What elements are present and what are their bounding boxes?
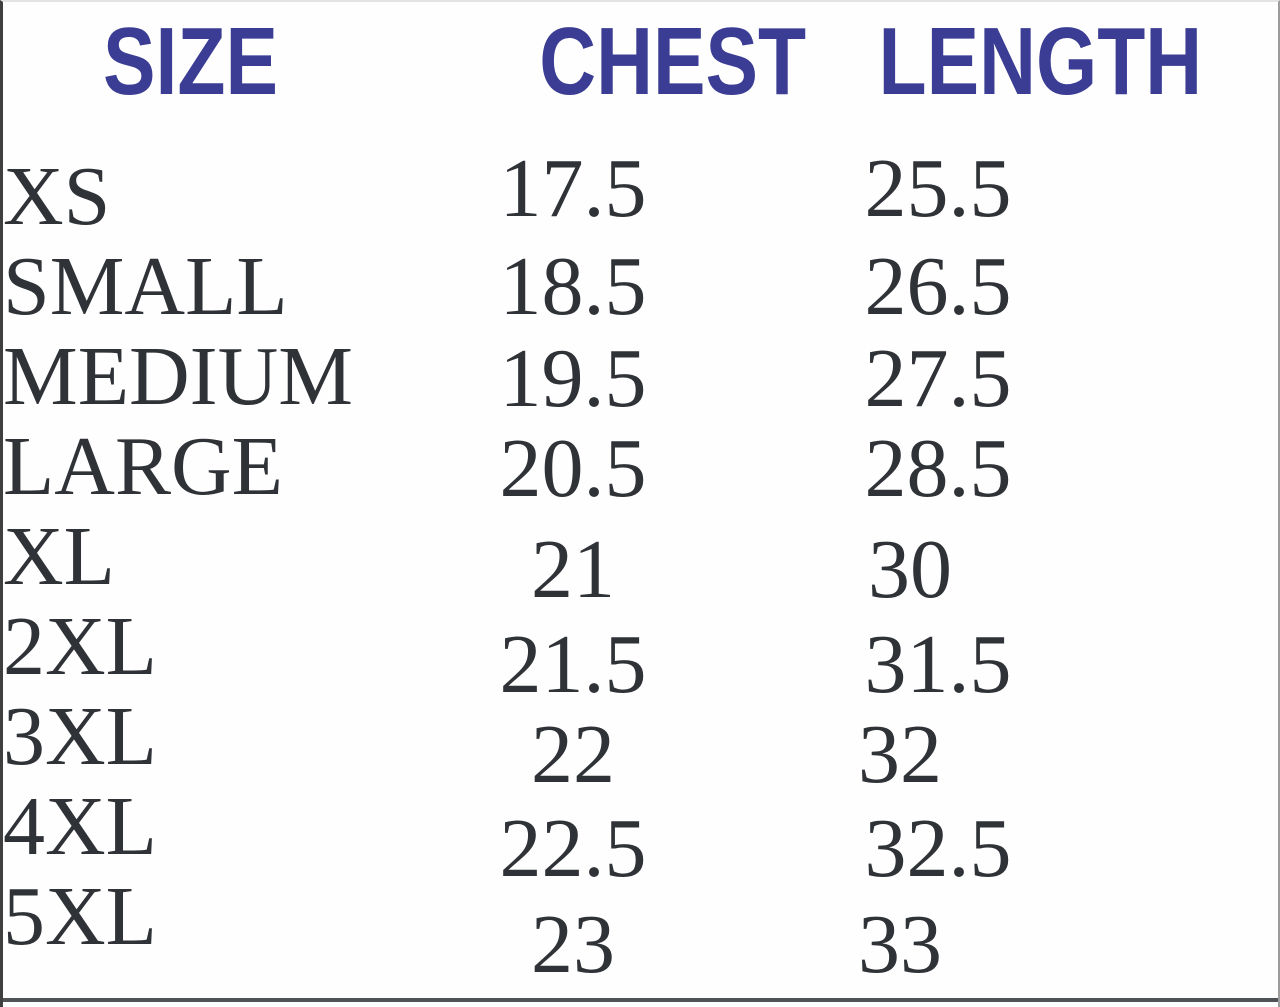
size-cell: 3XL bbox=[3, 690, 157, 783]
chest-cell: 22.5 bbox=[499, 802, 647, 895]
size-cell: MEDIUM bbox=[3, 330, 353, 423]
table-row: SMALL 18.5 26.5 bbox=[3, 242, 1278, 332]
length-cell: 31.5 bbox=[864, 618, 1012, 711]
table-row: MEDIUM 19.5 27.5 bbox=[3, 330, 1278, 425]
column-header-chest-label: CHEST bbox=[539, 8, 807, 115]
table-row: 5XL 23 33 bbox=[3, 870, 1278, 990]
table-header: SIZE CHEST LENGTH bbox=[103, 2, 1278, 114]
table-row: XL 21 30 bbox=[3, 510, 1278, 615]
size-cell: LARGE bbox=[3, 420, 283, 513]
chest-cell: 17.5 bbox=[499, 142, 647, 235]
chest-cell: 18.5 bbox=[499, 240, 647, 333]
chest-cell: 21 bbox=[531, 523, 615, 616]
table-row: XS 17.5 25.5 bbox=[3, 144, 1278, 243]
column-header-size: SIZE bbox=[103, 14, 503, 110]
length-cell: 25.5 bbox=[864, 142, 1012, 235]
length-cell: 32.5 bbox=[864, 802, 1012, 895]
column-header-length: LENGTH bbox=[843, 14, 1233, 110]
bottom-border-line bbox=[3, 998, 1278, 1002]
size-cell: 2XL bbox=[3, 600, 157, 693]
size-cell: SMALL bbox=[3, 240, 288, 333]
table-row: LARGE 20.5 28.5 bbox=[3, 420, 1278, 515]
chest-cell: 23 bbox=[531, 898, 615, 991]
column-header-chest: CHEST bbox=[503, 14, 843, 110]
table-row: 2XL 21.5 31.5 bbox=[3, 600, 1278, 710]
chest-cell: 19.5 bbox=[499, 332, 647, 425]
length-cell: 32 bbox=[858, 708, 942, 801]
column-header-length-label: LENGTH bbox=[878, 8, 1203, 115]
chest-cell: 22 bbox=[531, 708, 615, 801]
length-cell: 27.5 bbox=[864, 332, 1012, 425]
column-header-size-label: SIZE bbox=[103, 8, 278, 115]
chest-cell: 20.5 bbox=[499, 422, 647, 515]
size-cell: 4XL bbox=[3, 780, 157, 873]
size-cell: 5XL bbox=[3, 870, 157, 963]
length-cell: 26.5 bbox=[864, 240, 1012, 333]
size-cell: XL bbox=[3, 510, 115, 603]
size-cell: XS bbox=[3, 150, 111, 243]
length-cell: 33 bbox=[858, 898, 942, 991]
table-row: 4XL 22.5 32.5 bbox=[3, 780, 1278, 894]
table-row: 3XL 22 32 bbox=[3, 690, 1278, 800]
length-cell: 30 bbox=[868, 523, 952, 616]
chest-cell: 21.5 bbox=[499, 618, 647, 711]
length-cell: 28.5 bbox=[864, 422, 1012, 515]
table-body: XS 17.5 25.5 SMALL 18.5 26.5 MEDIUM 19.5… bbox=[3, 144, 1278, 990]
